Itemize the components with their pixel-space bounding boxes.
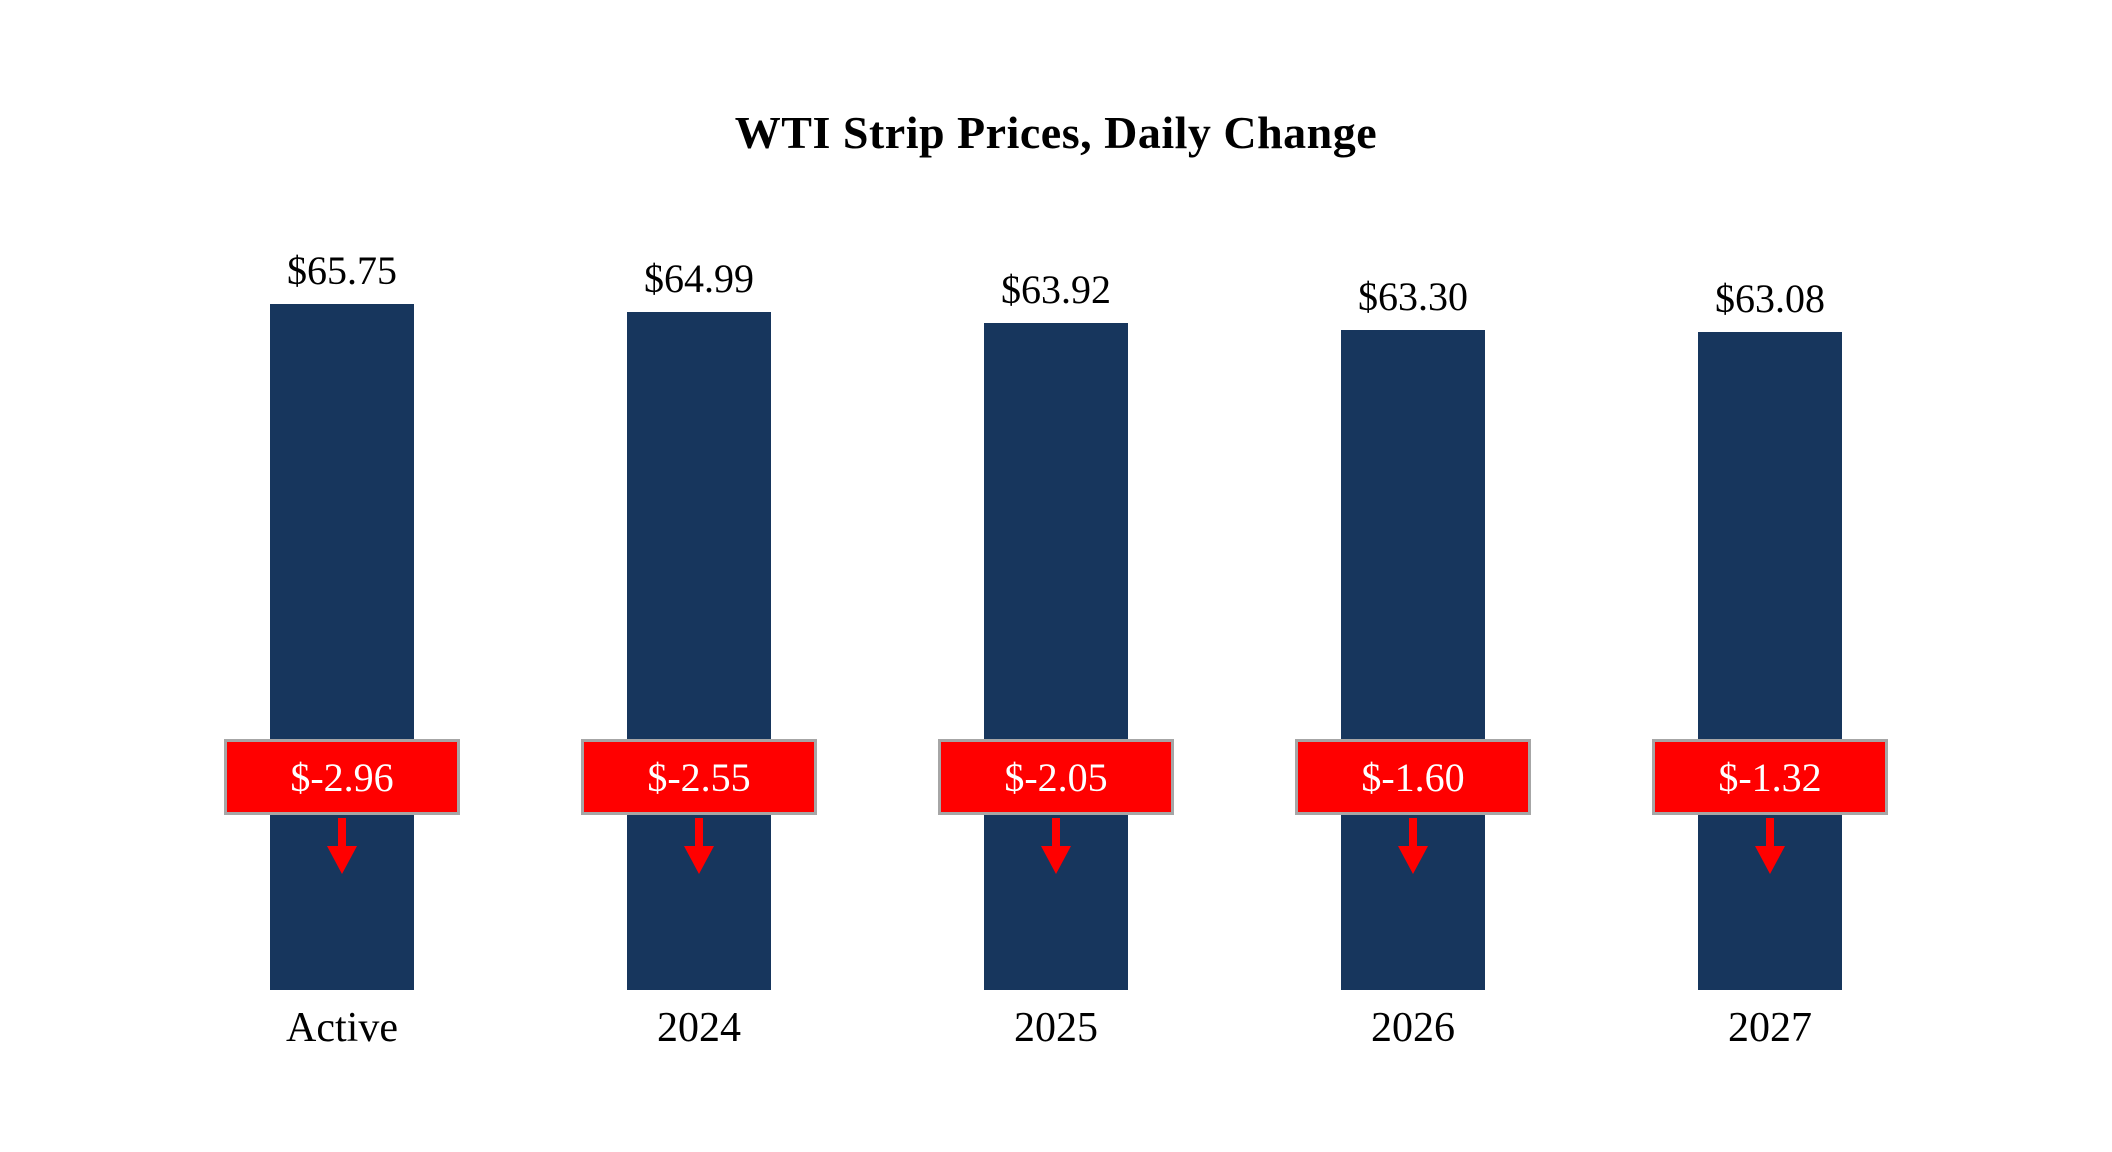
change-badge: $-1.60 (1295, 739, 1531, 815)
category-label: 2027 (1728, 1005, 1812, 1051)
change-badge: $-2.55 (581, 739, 817, 815)
bar (270, 304, 414, 990)
down-arrow-icon (676, 818, 722, 874)
category-label: 2026 (1371, 1005, 1455, 1051)
bar-group: $65.75 $-2.96 Active (224, 247, 460, 1051)
category-label: 2025 (1014, 1005, 1098, 1051)
change-badge: $-2.96 (224, 739, 460, 815)
bar-value-label: $64.99 (644, 256, 754, 301)
down-arrow-icon (1747, 818, 1793, 874)
category-label: Active (286, 1005, 398, 1051)
bars-row: $65.75 $-2.96 Active $64.99 $-2.55 2024 $63.92… (0, 247, 2112, 1051)
down-arrow-icon (319, 818, 365, 874)
chart-title: WTI Strip Prices, Daily Change (734, 107, 1378, 158)
down-arrow-icon (1033, 818, 1079, 874)
bar-value-label: $63.08 (1715, 276, 1825, 321)
change-badge: $-1.32 (1652, 739, 1888, 815)
bar-group: $63.92 $-2.05 2025 (938, 266, 1174, 1051)
bar-value-label: $65.75 (287, 248, 397, 293)
bar-group: $64.99 $-2.55 2024 (581, 255, 817, 1051)
bar (984, 323, 1128, 990)
bar-group: $63.08 $-1.32 2027 (1652, 275, 1888, 1051)
down-arrow-icon (1390, 818, 1436, 874)
bar-group: $63.30 $-1.60 2026 (1295, 273, 1531, 1051)
bar (627, 312, 771, 990)
category-label: 2024 (657, 1005, 741, 1051)
change-badge: $-2.05 (938, 739, 1174, 815)
bar (1698, 332, 1842, 990)
bar-value-label: $63.92 (1001, 267, 1111, 312)
bar-value-label: $63.30 (1358, 274, 1468, 319)
bar (1341, 330, 1485, 990)
